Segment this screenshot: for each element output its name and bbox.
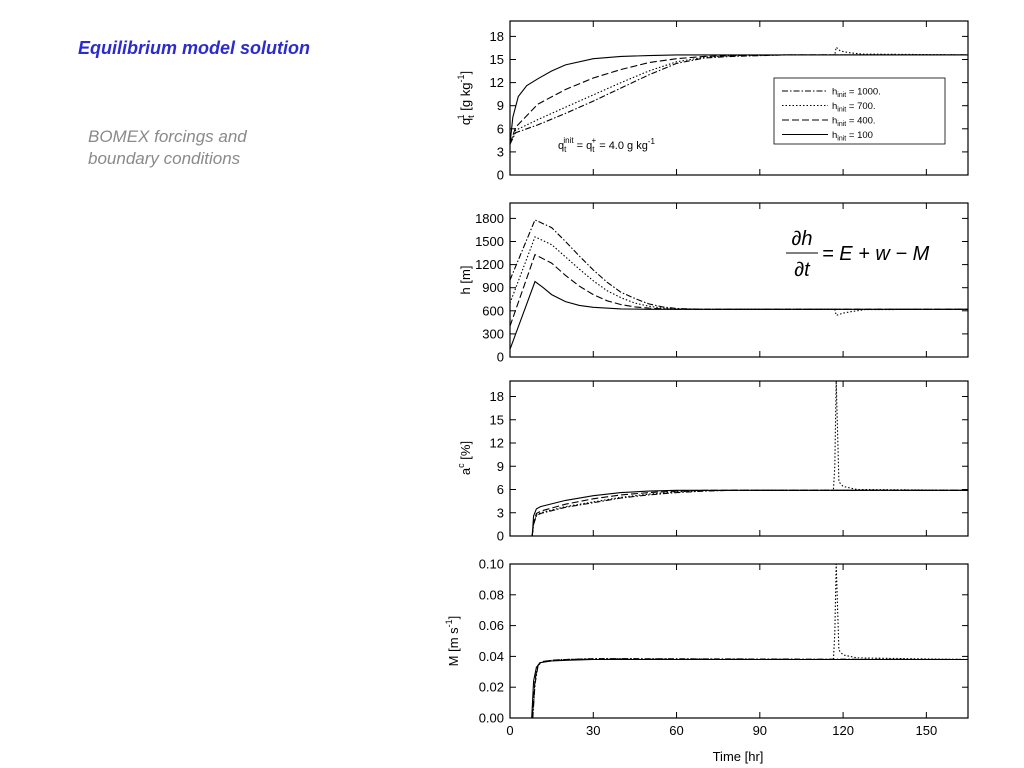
series-line-solid	[531, 658, 968, 718]
panel-ac-ylabel: ac [%]	[456, 441, 473, 475]
y-tick-label: 12	[490, 436, 504, 451]
y-tick-label: 6	[497, 482, 504, 497]
y-tick-label: 900	[482, 280, 504, 295]
panel-m: 0 30 60 90 120 150 0.00 0.02 0.04 0.06 0.08 0.10 M …	[444, 557, 969, 764]
equation-rhs: = E + w − M	[822, 243, 930, 265]
panel-h: 0 300 600 900 1200 1500 1800 h [m] ∂h ∂t = E +…	[458, 202, 969, 365]
panel-qt-marks: 0 3 6 9 12 15 18	[490, 21, 968, 183]
y-tick-label: 15	[490, 412, 504, 427]
series-line-dashed	[510, 253, 968, 327]
equation-denominator: ∂t	[794, 259, 811, 281]
slide-subtitle-line-2: boundary conditions	[88, 149, 241, 168]
series-line-solid	[510, 280, 968, 350]
panel-qt-frame	[509, 20, 969, 176]
series-line-solid	[510, 54, 968, 145]
series-line-dotted	[531, 381, 968, 536]
x-tick-label: 150	[916, 723, 938, 738]
series-line-dashdot	[510, 54, 968, 145]
y-tick-label: 0.04	[479, 649, 504, 664]
y-tick-label: 3	[497, 505, 504, 520]
y-tick-label: 15	[490, 52, 504, 67]
y-tick-label: 0.06	[479, 618, 504, 633]
y-tick-label: 300	[482, 326, 504, 341]
y-tick-label: 12	[490, 75, 504, 90]
legend-box	[773, 77, 946, 145]
x-tick-label: 90	[753, 723, 767, 738]
slide-subtitle: BOMEX forcings and boundary conditions	[88, 126, 348, 170]
panel-qt-annotation: qtinit = qt+ = 4.0 g kg-1	[558, 136, 656, 154]
panel-m-marks: 0 30 60 90 120 150 0.00 0.02 0.04 0.06 0.08 0.10	[479, 557, 968, 738]
slide-subtitle-line-1: BOMEX forcings and	[88, 127, 247, 146]
equation-numerator: ∂h	[791, 228, 812, 250]
y-tick-label: 1500	[475, 234, 504, 249]
panel-m-ylabel: M [m s-1]	[444, 616, 461, 667]
y-tick-label: 600	[482, 303, 504, 318]
panel-qt-ylabel: qt1 [g kg-1]	[456, 71, 476, 125]
slide-title: Equilibrium model solution	[78, 38, 310, 58]
panel-h-ylabel: h [m]	[458, 266, 473, 295]
series-line-dashdot	[531, 489, 968, 536]
panel-ac-marks: 0 3 6 9 12 15 18	[490, 381, 968, 544]
y-tick-label: 18	[490, 389, 504, 404]
panel-m-xlabel: Time [hr]	[713, 749, 764, 764]
series-line-dashdot	[532, 658, 968, 718]
series-line-dashed	[531, 489, 968, 536]
y-tick-label: 6	[497, 121, 504, 136]
panel-h-frame	[509, 202, 969, 358]
panel-h-equation: ∂h ∂t = E + w − M	[786, 228, 930, 281]
y-tick-label: 0.02	[479, 680, 504, 695]
y-tick-label: 9	[497, 98, 504, 113]
panel-qt-legend: hinit = 1000.hinit = 700.hinit = 400.hin…	[773, 77, 946, 145]
series-line-dotted	[531, 564, 968, 718]
x-tick-label: 30	[586, 723, 600, 738]
y-tick-label: 0.08	[479, 587, 504, 602]
y-tick-label: 0.00	[479, 711, 504, 726]
y-tick-label: 3	[497, 144, 504, 159]
series-line-dashed	[531, 658, 968, 718]
series-line-solid	[531, 489, 968, 536]
y-tick-label: 18	[490, 29, 504, 44]
y-tick-label: 0	[497, 168, 504, 183]
panel-ac: 0 3 6 9 12 15 18 ac [%]	[456, 380, 969, 544]
panel-m-frame	[509, 563, 969, 719]
y-tick-label: 1800	[475, 211, 504, 226]
panel-ac-frame	[509, 380, 969, 537]
panel-h-marks: 0 300 600 900 1200 1500 1800	[475, 203, 968, 365]
y-tick-label: 9	[497, 459, 504, 474]
y-tick-label: 0	[497, 350, 504, 365]
y-tick-label: 1200	[475, 257, 504, 272]
x-tick-label: 60	[669, 723, 683, 738]
panel-qt: 0 3 6 9 12 15 18 qt1 [g kg-1] qtinit = qt+ = 4…	[456, 20, 969, 183]
series-line-dotted	[510, 46, 968, 145]
x-tick-label: 120	[832, 723, 854, 738]
y-tick-label: 0.10	[479, 557, 504, 572]
y-tick-label: 0	[497, 529, 504, 544]
series-line-dashed	[510, 54, 968, 145]
x-tick-label: 0	[506, 723, 513, 738]
